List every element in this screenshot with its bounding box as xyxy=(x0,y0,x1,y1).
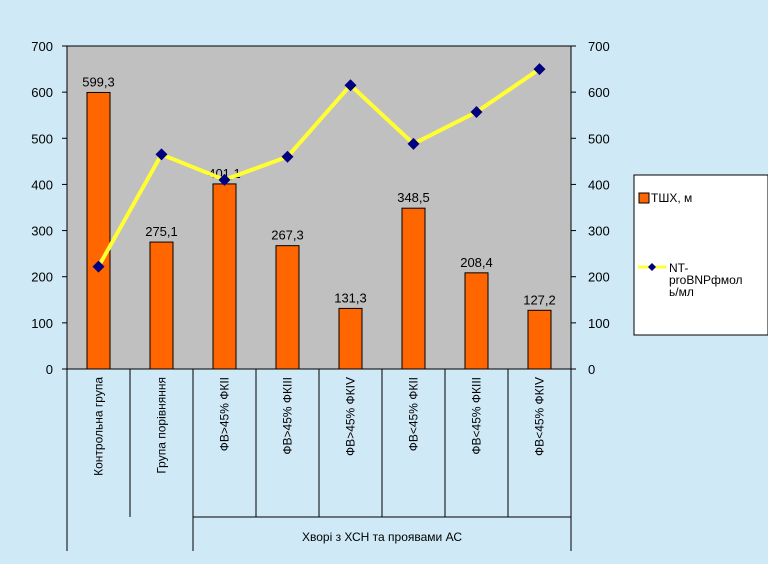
line-path xyxy=(96,67,541,268)
bar xyxy=(86,91,111,370)
bar xyxy=(212,183,237,370)
legend-swatch-bar xyxy=(638,192,650,204)
bar-value-label: 348,5 xyxy=(397,190,430,205)
legend-label-line: NT- xyxy=(669,261,688,275)
bar xyxy=(464,272,489,370)
y-tick-label-right: 500 xyxy=(588,131,610,146)
y-tick-label-right: 300 xyxy=(588,224,610,239)
bar-series xyxy=(86,91,552,370)
category-axis: Контрольна група Група порівняння ФВ>45% Ф… xyxy=(66,368,572,551)
bar-value-label: 127,2 xyxy=(523,292,556,307)
category-label: ФВ<45% ФКІV xyxy=(533,377,547,456)
line-marker xyxy=(407,137,420,150)
y-tick-label-right: 200 xyxy=(588,270,610,285)
category-label: ФВ<45% ФКІІ xyxy=(407,377,421,451)
y-tick-label-left: 600 xyxy=(31,85,53,100)
category-label: Група порівняння xyxy=(155,377,169,474)
legend-label-line: ь/мл xyxy=(669,285,694,299)
y-tick-label-left: 100 xyxy=(31,316,53,331)
category-label: ФВ<45% ФКІІІ xyxy=(470,377,484,455)
category-label: ФВ>45% ФКІV xyxy=(344,377,358,456)
category-label: ФВ>45% ФКІІ xyxy=(218,377,232,451)
bar xyxy=(338,307,363,370)
bar-value-label: 208,4 xyxy=(460,255,493,270)
bar xyxy=(527,309,552,370)
legend-label-bar: ТШХ, м xyxy=(651,191,692,205)
y-tick-label-left: 400 xyxy=(31,177,53,192)
line-marker xyxy=(218,173,231,186)
line-marker xyxy=(533,63,546,76)
line-marker xyxy=(281,150,294,163)
plot-area xyxy=(66,45,572,370)
line-marker xyxy=(470,105,483,118)
line-series xyxy=(92,63,546,273)
y-tick-label-left: 700 xyxy=(31,39,53,54)
y-tick-label-left: 0 xyxy=(46,362,53,377)
bar xyxy=(275,245,300,370)
axes: 0 100 200 300 400 500 600 700 0 100 200 300 400 500 60… xyxy=(31,39,609,377)
category-label: Контрольна група xyxy=(92,377,106,476)
y-tick-label-left: 300 xyxy=(31,224,53,239)
y-tick-label-right: 400 xyxy=(588,177,610,192)
y-tick-label-right: 100 xyxy=(588,316,610,331)
y-tick-label-left: 500 xyxy=(31,131,53,146)
y-tick-label-right: 0 xyxy=(588,362,595,377)
bar xyxy=(149,241,174,370)
bar xyxy=(401,207,426,370)
line-marker xyxy=(155,148,168,161)
legend-box xyxy=(633,174,768,336)
bar-value-label: 131,3 xyxy=(334,290,367,305)
y-tick-label-right: 600 xyxy=(588,85,610,100)
category-label: ФВ>45% ФКІІІ xyxy=(281,377,295,455)
group-label: Хворі з ХСН та проявами АС xyxy=(302,530,462,544)
y-tick-label-right: 700 xyxy=(588,39,610,54)
legend-swatch-marker xyxy=(648,263,656,271)
y-tick-label-left: 200 xyxy=(31,270,53,285)
legend-label-line: proBNPфмол xyxy=(669,273,743,287)
line-marker xyxy=(92,260,105,273)
bar-value-label: 275,1 xyxy=(145,224,178,239)
line-marker xyxy=(344,79,357,92)
bar-value-label: 267,3 xyxy=(271,228,304,243)
bar-value-label: 599,3 xyxy=(82,74,115,89)
